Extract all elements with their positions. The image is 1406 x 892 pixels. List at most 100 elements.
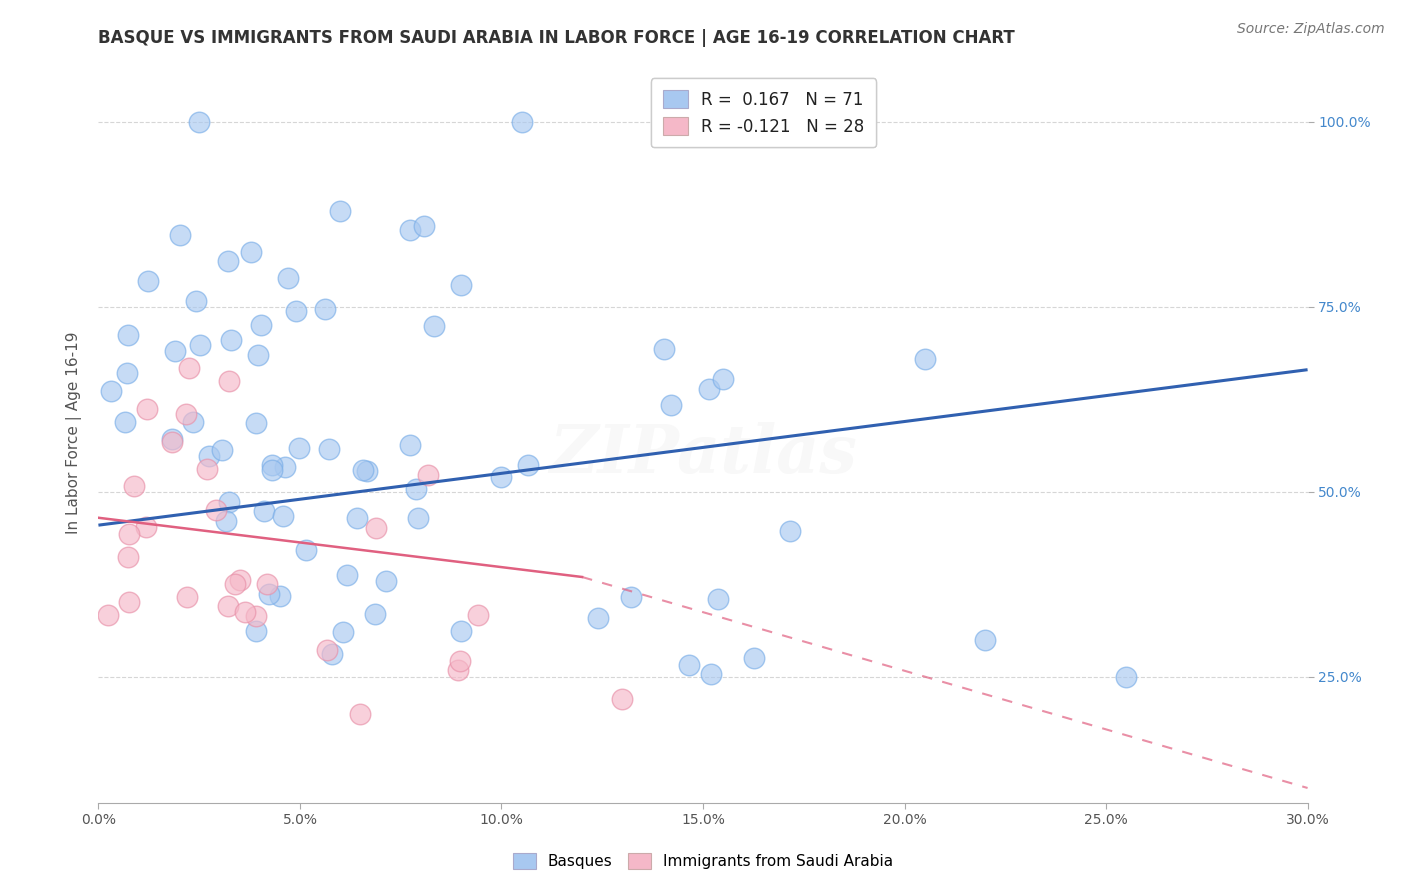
Point	[174, 408, 197, 422]
Point	[221, 333, 243, 347]
Point	[612, 692, 634, 706]
Point	[707, 591, 730, 606]
Point	[245, 416, 267, 430]
Point	[136, 274, 159, 288]
Point	[177, 360, 200, 375]
Point	[914, 351, 936, 366]
Point	[332, 625, 354, 640]
Point	[262, 458, 284, 473]
Point	[269, 590, 291, 604]
Point	[114, 415, 136, 429]
Point	[405, 482, 427, 496]
Point	[510, 114, 533, 128]
Point	[97, 608, 120, 623]
Point	[586, 611, 609, 625]
Point	[257, 587, 280, 601]
Point	[176, 590, 198, 604]
Point	[115, 366, 138, 380]
Point	[742, 650, 765, 665]
Point	[188, 338, 211, 352]
Point	[375, 574, 398, 589]
Point	[135, 401, 157, 416]
Point	[336, 567, 359, 582]
Point	[974, 632, 997, 647]
Point	[211, 443, 233, 458]
Point	[195, 462, 218, 476]
Point	[413, 219, 436, 233]
Point	[363, 607, 385, 621]
Point	[700, 667, 723, 681]
Point	[399, 223, 422, 237]
Point	[135, 519, 157, 533]
Point	[163, 344, 186, 359]
Point	[672, 114, 695, 128]
Point	[399, 438, 422, 452]
Point	[422, 318, 444, 333]
Point	[450, 624, 472, 638]
Point	[246, 348, 269, 362]
Point	[287, 441, 309, 455]
Point	[659, 398, 682, 412]
Point	[517, 458, 540, 473]
Y-axis label: In Labor Force | Age 16-19: In Labor Force | Age 16-19	[66, 331, 83, 534]
Point	[489, 470, 512, 484]
Point	[100, 384, 122, 399]
Point	[271, 508, 294, 523]
Point	[245, 608, 267, 623]
Point	[117, 549, 139, 564]
Point	[416, 467, 439, 482]
Point	[294, 543, 316, 558]
Point	[406, 510, 429, 524]
Point	[450, 277, 472, 292]
Legend: R =  0.167   N = 71, R = -0.121   N = 28: R = 0.167 N = 71, R = -0.121 N = 28	[651, 78, 876, 147]
Legend: Basques, Immigrants from Saudi Arabia: Basques, Immigrants from Saudi Arabia	[506, 847, 900, 875]
Text: BASQUE VS IMMIGRANTS FROM SAUDI ARABIA IN LABOR FORCE | AGE 16-19 CORRELATION CH: BASQUE VS IMMIGRANTS FROM SAUDI ARABIA I…	[98, 29, 1015, 47]
Point	[197, 449, 219, 463]
Point	[224, 577, 246, 591]
Point	[229, 573, 252, 587]
Point	[122, 478, 145, 492]
Point	[204, 503, 226, 517]
Point	[256, 577, 278, 591]
Point	[160, 432, 183, 446]
Point	[364, 520, 387, 534]
Point	[449, 654, 471, 668]
Point	[277, 270, 299, 285]
Point	[117, 328, 139, 343]
Point	[215, 514, 238, 528]
Point	[217, 253, 239, 268]
Point	[314, 301, 336, 316]
Point	[160, 435, 183, 450]
Point	[183, 416, 205, 430]
Point	[352, 463, 374, 477]
Point	[274, 460, 297, 475]
Point	[318, 442, 340, 456]
Point	[245, 624, 267, 639]
Point	[184, 293, 207, 308]
Text: ZIPatlas: ZIPatlas	[550, 422, 856, 487]
Point	[250, 318, 273, 333]
Point	[218, 374, 240, 388]
Point	[218, 495, 240, 509]
Point	[118, 595, 141, 609]
Point	[678, 658, 700, 673]
Point	[346, 510, 368, 524]
Point	[285, 303, 308, 318]
Text: Source: ZipAtlas.com: Source: ZipAtlas.com	[1237, 22, 1385, 37]
Point	[321, 647, 343, 661]
Point	[711, 372, 734, 386]
Point	[253, 503, 276, 517]
Point	[316, 643, 339, 657]
Point	[779, 524, 801, 538]
Point	[697, 382, 720, 396]
Point	[169, 227, 191, 242]
Point	[620, 590, 643, 604]
Point	[447, 663, 470, 677]
Point	[356, 464, 378, 478]
Point	[188, 114, 211, 128]
Point	[217, 599, 239, 614]
Point	[1115, 670, 1137, 684]
Point	[260, 463, 283, 477]
Point	[654, 343, 676, 357]
Point	[239, 245, 262, 260]
